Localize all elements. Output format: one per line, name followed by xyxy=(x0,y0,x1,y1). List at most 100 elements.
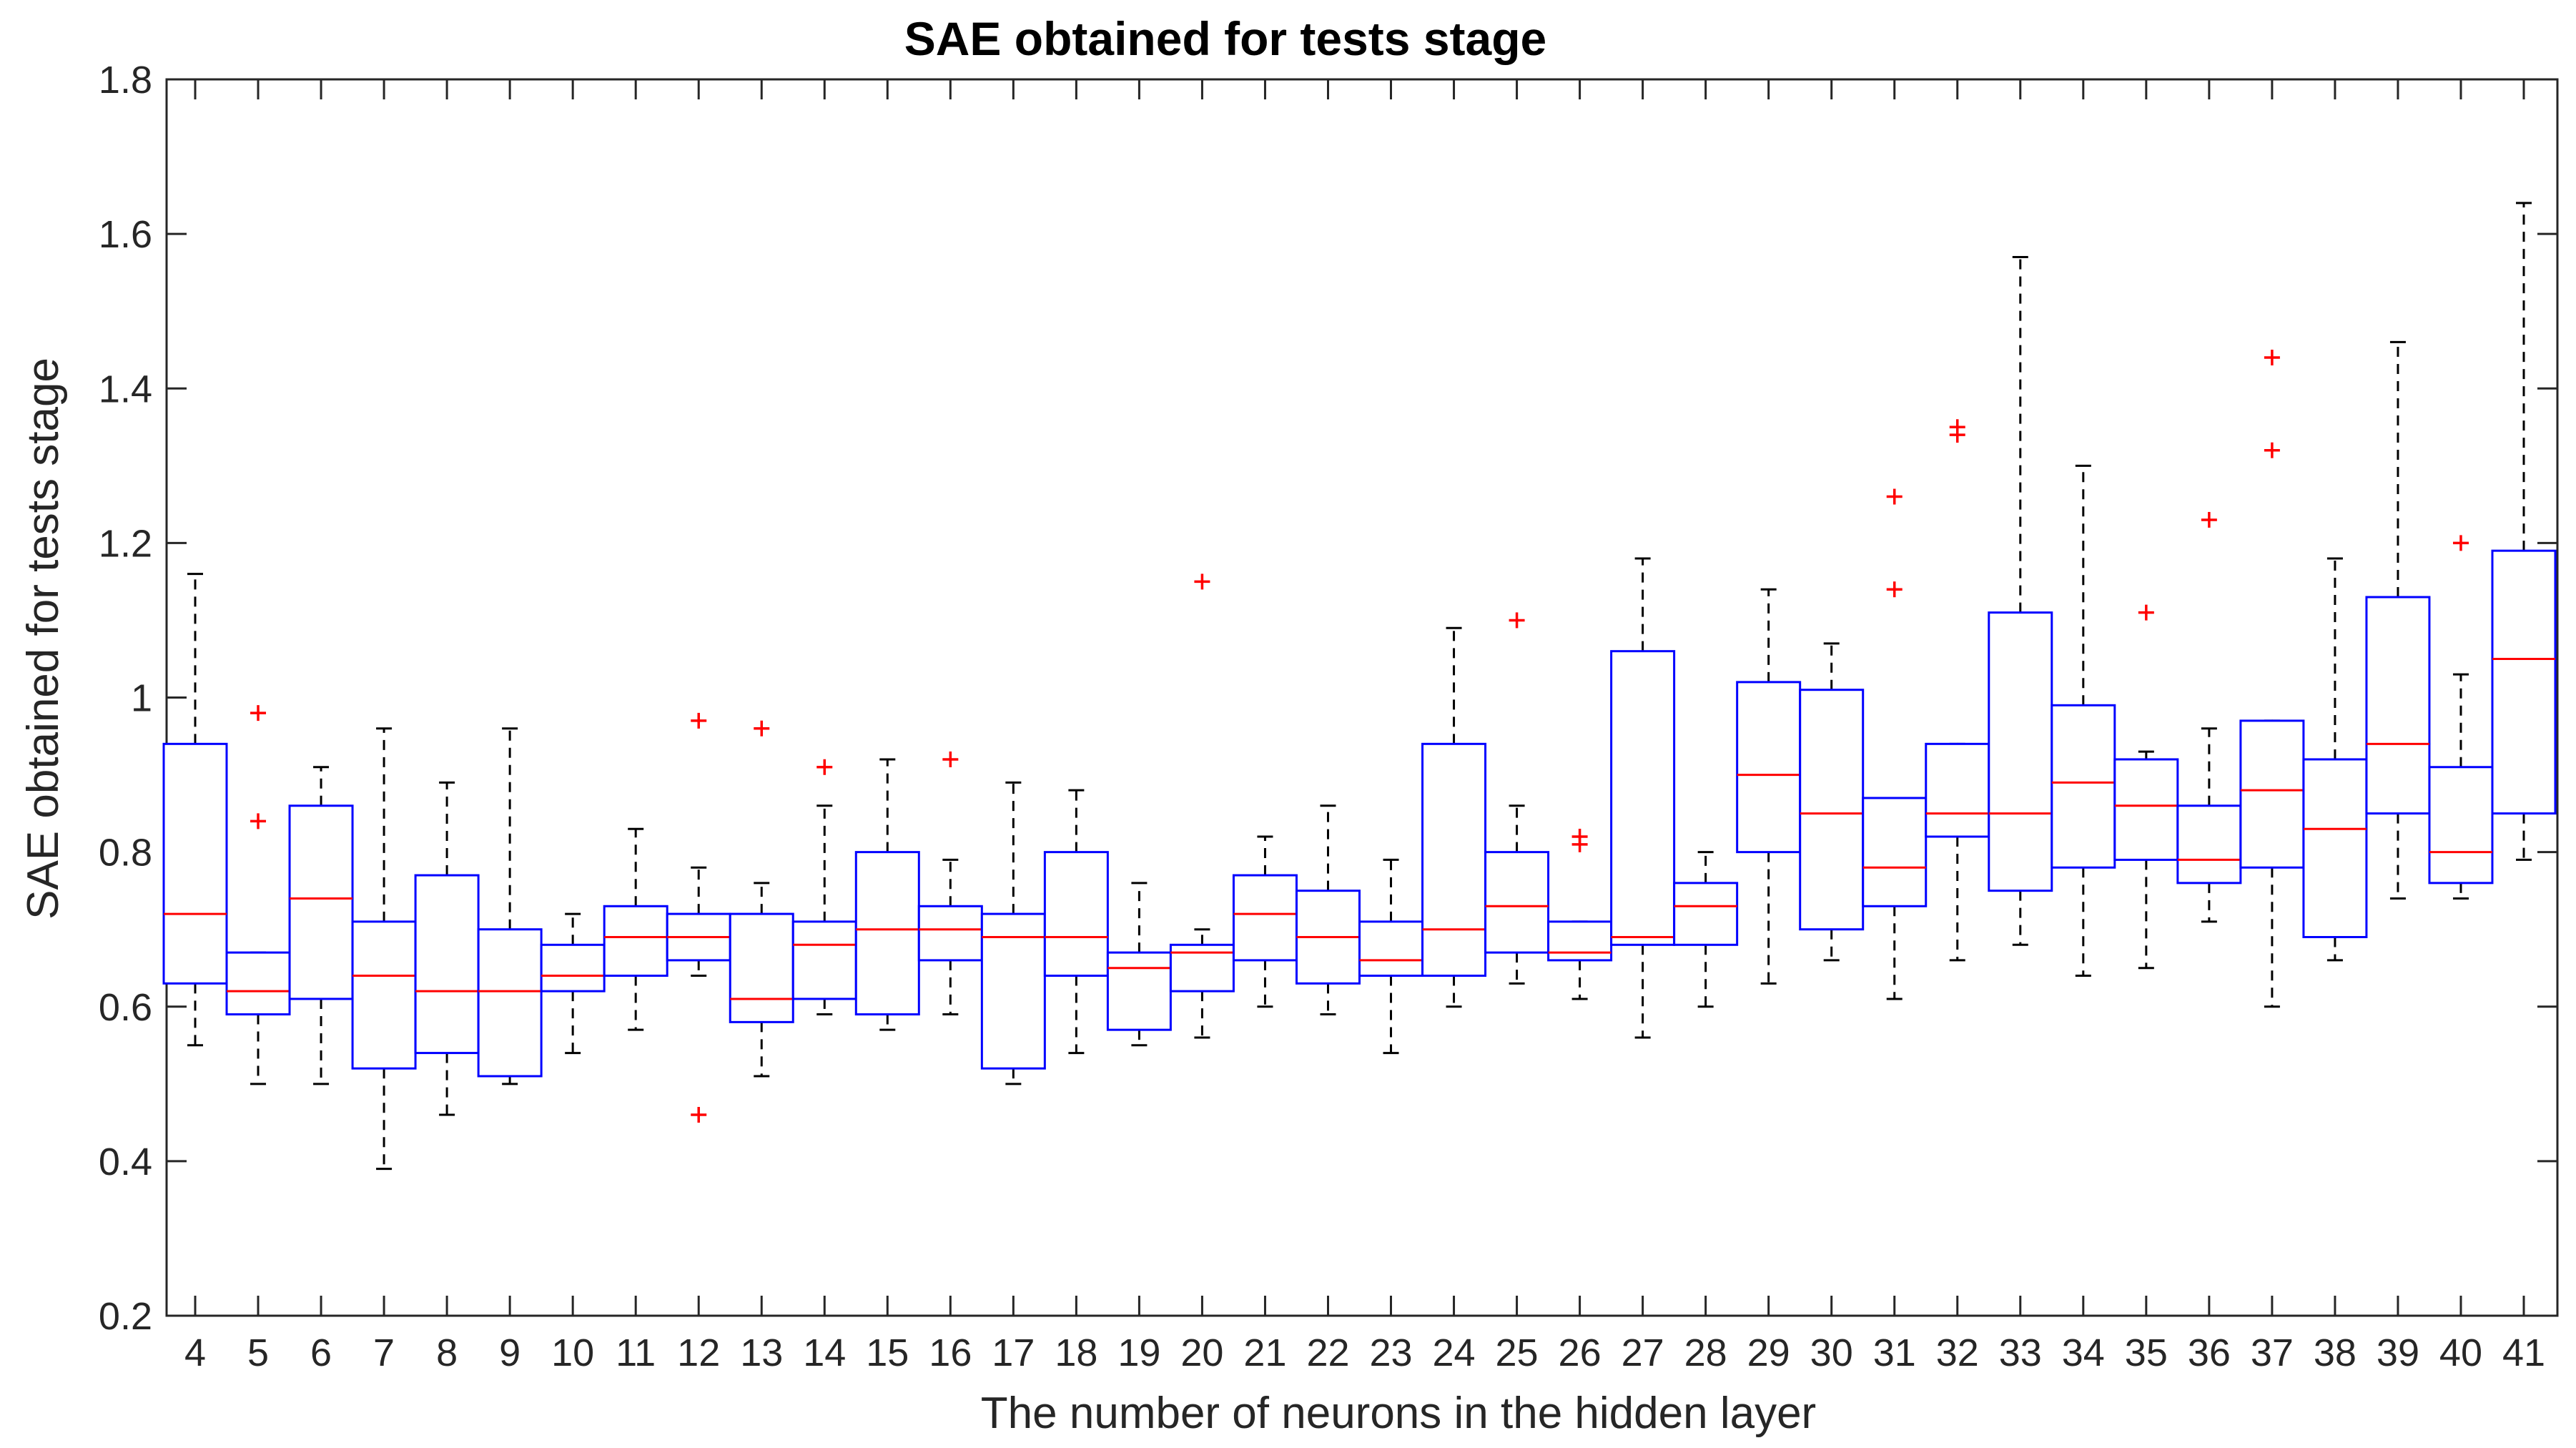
box-group-40 xyxy=(2428,535,2494,900)
y-tick-label: 1.8 xyxy=(99,59,152,102)
x-tick-label: 7 xyxy=(373,1331,395,1374)
iqr-box xyxy=(2176,804,2242,885)
iqr-box xyxy=(1799,689,1865,931)
box-group-7 xyxy=(351,727,417,1171)
x-tick-label: 26 xyxy=(1559,1331,1602,1374)
y-tick-label: 1.4 xyxy=(99,368,152,410)
y-tick-label: 1 xyxy=(131,677,152,720)
x-tick-label: 6 xyxy=(310,1331,332,1374)
x-tick-label: 12 xyxy=(677,1331,720,1374)
iqr-box xyxy=(2365,596,2431,815)
x-tick-label: 20 xyxy=(1180,1331,1223,1374)
outlier-marker xyxy=(2201,511,2217,528)
iqr-box xyxy=(1610,650,1676,946)
box-group-16 xyxy=(917,751,983,1016)
x-tick-label: 4 xyxy=(184,1331,206,1374)
outlier-marker xyxy=(1509,612,1525,629)
x-tick-label: 33 xyxy=(1999,1331,2042,1374)
plot-area-border xyxy=(165,78,2559,1317)
iqr-box xyxy=(2051,704,2116,869)
x-tick-label: 34 xyxy=(2062,1331,2105,1374)
x-tick-label: 21 xyxy=(1243,1331,1286,1374)
box-group-34 xyxy=(2051,464,2116,977)
iqr-box xyxy=(225,951,291,1016)
iqr-box xyxy=(162,742,228,985)
x-tick-label: 11 xyxy=(616,1331,656,1374)
x-tick-label: 27 xyxy=(1622,1331,1664,1374)
x-tick-label: 14 xyxy=(803,1331,846,1374)
iqr-box xyxy=(1106,951,1172,1031)
box-group-30 xyxy=(1799,642,1865,962)
x-axis: 4 5 6 7 8 9 10 11 12 13 14 15 16 17 18 19 20 21 22 23 24 25 26… xyxy=(184,79,2545,1374)
iqr-box xyxy=(477,928,543,1078)
x-tick-label: 9 xyxy=(499,1331,520,1374)
box-group-13 xyxy=(729,720,794,1078)
iqr-box xyxy=(288,804,354,1000)
box-group-27 xyxy=(1610,557,1676,1039)
x-tick-label: 35 xyxy=(2125,1331,2168,1374)
iqr-box xyxy=(1547,920,1613,962)
outlier-marker xyxy=(1194,573,1210,590)
x-axis-label: The number of neurons in the hidden laye… xyxy=(981,1389,1816,1438)
x-tick-label: 32 xyxy=(1936,1331,1979,1374)
x-tick-label: 29 xyxy=(1747,1331,1790,1374)
box-group-12 xyxy=(666,712,731,1123)
y-tick-label: 1.6 xyxy=(99,213,152,256)
outlier-marker xyxy=(1886,488,1903,505)
box-group-24 xyxy=(1421,626,1487,1008)
x-tick-label: 28 xyxy=(1684,1331,1727,1374)
x-tick-label: 10 xyxy=(551,1331,594,1374)
box-group-41 xyxy=(2491,202,2557,861)
iqr-box xyxy=(1421,742,1487,977)
iqr-box xyxy=(1925,742,1990,838)
iqr-box xyxy=(2428,766,2494,885)
box-group-11 xyxy=(603,827,668,1031)
y-tick-label: 0.8 xyxy=(99,832,152,875)
iqr-box xyxy=(1673,882,1739,946)
iqr-box xyxy=(603,905,668,977)
box-group-35 xyxy=(2113,604,2179,970)
outlier-marker xyxy=(1949,419,1965,435)
box-group-21 xyxy=(1232,835,1298,1008)
x-tick-label: 18 xyxy=(1055,1331,1097,1374)
box-group-15 xyxy=(854,758,920,1031)
box-group-32 xyxy=(1925,419,1990,962)
x-tick-label: 17 xyxy=(992,1331,1035,1374)
x-tick-label: 13 xyxy=(740,1331,783,1374)
y-tick-label: 0.2 xyxy=(99,1295,152,1338)
x-tick-label: 39 xyxy=(2377,1331,2419,1374)
outlier-marker xyxy=(816,759,833,775)
outlier-marker xyxy=(1571,829,1588,845)
iqr-box xyxy=(414,874,480,1055)
box-group-33 xyxy=(1988,256,2053,946)
outlier-marker xyxy=(2138,604,2154,621)
box-group-38 xyxy=(2302,557,2368,962)
box-group-29 xyxy=(1736,588,1802,985)
iqr-box xyxy=(1358,920,1424,977)
iqr-box xyxy=(351,920,417,1070)
x-tick-label: 19 xyxy=(1117,1331,1160,1374)
outlier-marker xyxy=(1886,581,1903,598)
outlier-marker xyxy=(2264,442,2280,458)
y-tick-label: 1.2 xyxy=(99,522,152,565)
box-group-23 xyxy=(1358,858,1424,1055)
x-tick-label: 15 xyxy=(866,1331,909,1374)
iqr-box xyxy=(917,905,983,962)
box-group-26 xyxy=(1547,829,1613,1000)
iqr-box xyxy=(854,851,920,1016)
iqr-box xyxy=(729,912,794,1023)
y-axis-label: SAE obtained for tests stage xyxy=(19,358,68,920)
iqr-box xyxy=(2302,758,2368,938)
box-group-25 xyxy=(1484,612,1550,985)
iqr-box xyxy=(1862,797,1928,907)
chart-title: SAE obtained for tests stage xyxy=(904,12,1547,65)
box-group-8 xyxy=(414,781,480,1116)
box-group-36 xyxy=(2176,511,2242,923)
box-group-17 xyxy=(980,781,1046,1085)
box-group-37 xyxy=(2239,350,2305,1008)
y-axis: 0.2 0.4 0.6 0.8 1 1.2 1.4 1.6 1.8 xyxy=(99,59,2557,1338)
outlier-marker xyxy=(250,705,267,721)
box-group-22 xyxy=(1295,804,1361,1016)
